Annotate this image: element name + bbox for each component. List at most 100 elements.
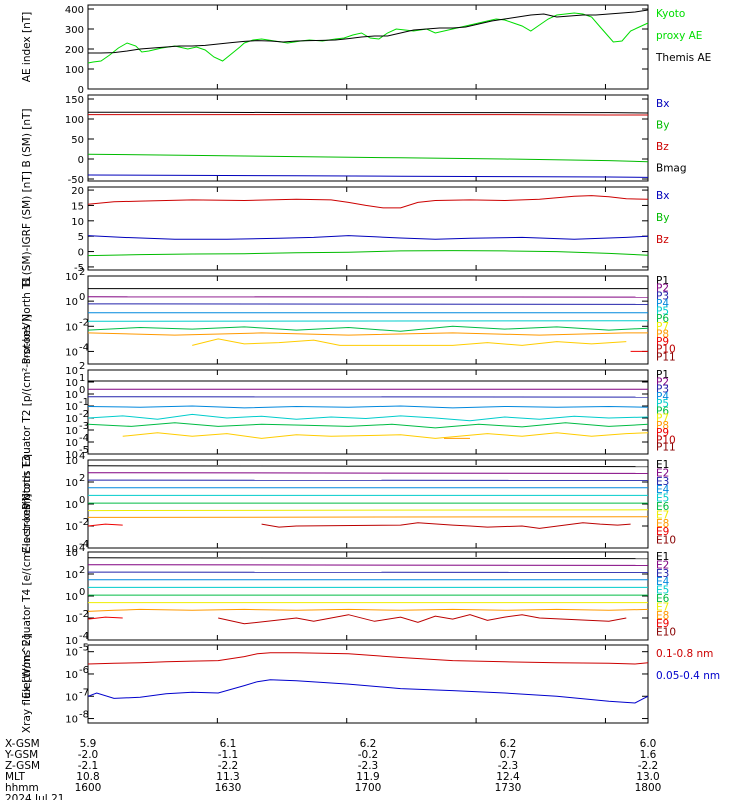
y-tick-exponent: -2 (79, 609, 89, 620)
y-tick-exponent: 0 (79, 495, 85, 506)
time-axis-table: X-GSM 5.9 6.1 6.2 6.2 6.0 Y-GSM -2.0 -1.1 -0.2 0.7… (4, 738, 661, 800)
time-axis-value: -2.3 (498, 760, 519, 772)
time-axis-row-label: Z-GSM (5, 760, 40, 772)
time-axis-value: 6.0 (640, 738, 657, 750)
y-tick-label: 10 (65, 570, 78, 581)
time-axis-value: -2.0 (78, 749, 99, 761)
series-line-bx (87, 174, 649, 178)
legend-entry: 0.1-0.8 nm (656, 648, 713, 660)
time-axis-value: 5.9 (80, 738, 97, 750)
y-tick-label: 10 (65, 592, 78, 603)
legend-entry: E7 (656, 509, 669, 521)
y-tick-exponent: -7 (79, 687, 89, 698)
y-tick-exponent: 4 (79, 451, 85, 462)
time-axis-value: 1630 (215, 782, 242, 794)
y-tick-label: 10 (65, 715, 78, 726)
y-axis-label: Protons Equator T2 [p/(cm²-s-sr-keV)] (21, 314, 33, 510)
time-axis-value: 6.2 (360, 738, 377, 750)
y-tick-label: 10 (65, 692, 78, 703)
time-axis-value: 6.2 (500, 738, 517, 750)
y-tick-exponent: 2 (79, 565, 85, 576)
legend-entry: E4 (656, 576, 670, 588)
y-tick-exponent: -8 (79, 710, 89, 721)
series-line-p5 (87, 413, 649, 422)
legend-entry: Bx (656, 190, 669, 202)
legend-entry: E2 (656, 559, 669, 571)
y-tick-exponent: -1 (79, 397, 89, 408)
series-line-p4 (87, 405, 649, 409)
y-tick-label: 0 (78, 155, 84, 166)
time-axis-row-label: Y-GSM (4, 749, 38, 761)
y-tick-label: 10 (65, 522, 78, 533)
y-tick-label: 10 (65, 366, 78, 377)
y-tick-label: 10 (65, 426, 78, 437)
legend-entry: P5 (656, 398, 669, 410)
legend-entry: E3 (656, 568, 669, 580)
y-axis-label: Electrons North T3 (21, 455, 33, 553)
time-axis-value: 1700 (355, 782, 382, 794)
y-tick-label: 10 (65, 614, 78, 625)
legend-entry: P8 (656, 420, 669, 432)
y-tick-label: 150 (65, 95, 84, 106)
time-axis-value: 1800 (635, 782, 662, 794)
time-axis-value: -2.2 (638, 760, 659, 772)
y-tick-label: 10 (65, 402, 78, 413)
time-axis-value: 13.0 (636, 771, 659, 783)
series-line-e9 (87, 616, 123, 620)
legend-entry: E4 (656, 484, 670, 496)
y-tick-label: 10 (65, 322, 78, 333)
y-tick-exponent: -4 (79, 631, 89, 642)
y-tick-exponent: 0 (79, 292, 85, 303)
legend-entry: 0.05-0.4 nm (656, 670, 720, 682)
y-tick-label: -50 (68, 175, 84, 186)
legend-entry: E6 (656, 593, 670, 605)
y-tick-label: 10 (65, 478, 78, 489)
series-line-themis-ae (88, 9, 649, 54)
time-axis-row-label: X-GSM (5, 738, 40, 750)
series-line-p6 (87, 422, 649, 429)
series-line-p7 (192, 338, 627, 346)
y-tick-label: 10 (65, 297, 78, 308)
time-axis-value: -2.3 (358, 760, 379, 772)
y-tick-label: 50 (71, 135, 84, 146)
legend-entry: By (656, 212, 669, 224)
panel-2: 150 100 50 0 -50 B (SM) [nT] Bx By Bz Bmag (21, 94, 687, 186)
legend-entry: E10 (656, 627, 676, 639)
legend-entry: By (656, 120, 669, 132)
legend-entry: Bmag (656, 163, 687, 175)
series-line-bmag (88, 111, 649, 114)
legend-entry: P11 (656, 351, 676, 363)
y-axis-label: Electrons Equator T4 [e/(cm²-s-sr-keV)] (21, 494, 33, 699)
legend-entry: E10 (656, 535, 676, 547)
plot-frame (87, 369, 649, 455)
y-tick-label: 0 (78, 85, 84, 96)
y-tick-exponent: -2 (79, 409, 89, 420)
time-axis-value: 11.9 (356, 771, 379, 783)
legend-entry: P3 (656, 290, 669, 302)
legend-entry: Themis AE (655, 52, 711, 64)
y-tick-label: 10 (65, 636, 78, 647)
legend-entry: P10 (656, 434, 676, 446)
legend-entry: E8 (656, 518, 669, 530)
legend-entry: P11 (656, 442, 676, 454)
y-tick-label: 20 (71, 186, 84, 197)
legend-entry: P7 (656, 321, 669, 333)
legend-entry: E9 (656, 526, 669, 538)
legend-entry: P6 (656, 313, 669, 325)
series-line-e7 (87, 509, 649, 512)
series-line-by (87, 250, 649, 257)
y-tick-exponent: 0 (79, 385, 85, 396)
legend-entry: P9 (656, 427, 669, 439)
time-axis-value: 12.4 (496, 771, 520, 783)
y-tick-exponent: -4 (79, 342, 89, 353)
y-tick-exponent: -2 (79, 517, 89, 528)
series-line-e8 (87, 608, 649, 612)
legend-entry: E1 (656, 459, 669, 471)
y-tick-label: 5 (78, 232, 84, 243)
y-tick-label: 10 (65, 648, 78, 659)
legend-entry: E8 (656, 610, 669, 622)
series-line-e1 (87, 557, 649, 560)
time-axis-value: 1730 (495, 782, 522, 794)
